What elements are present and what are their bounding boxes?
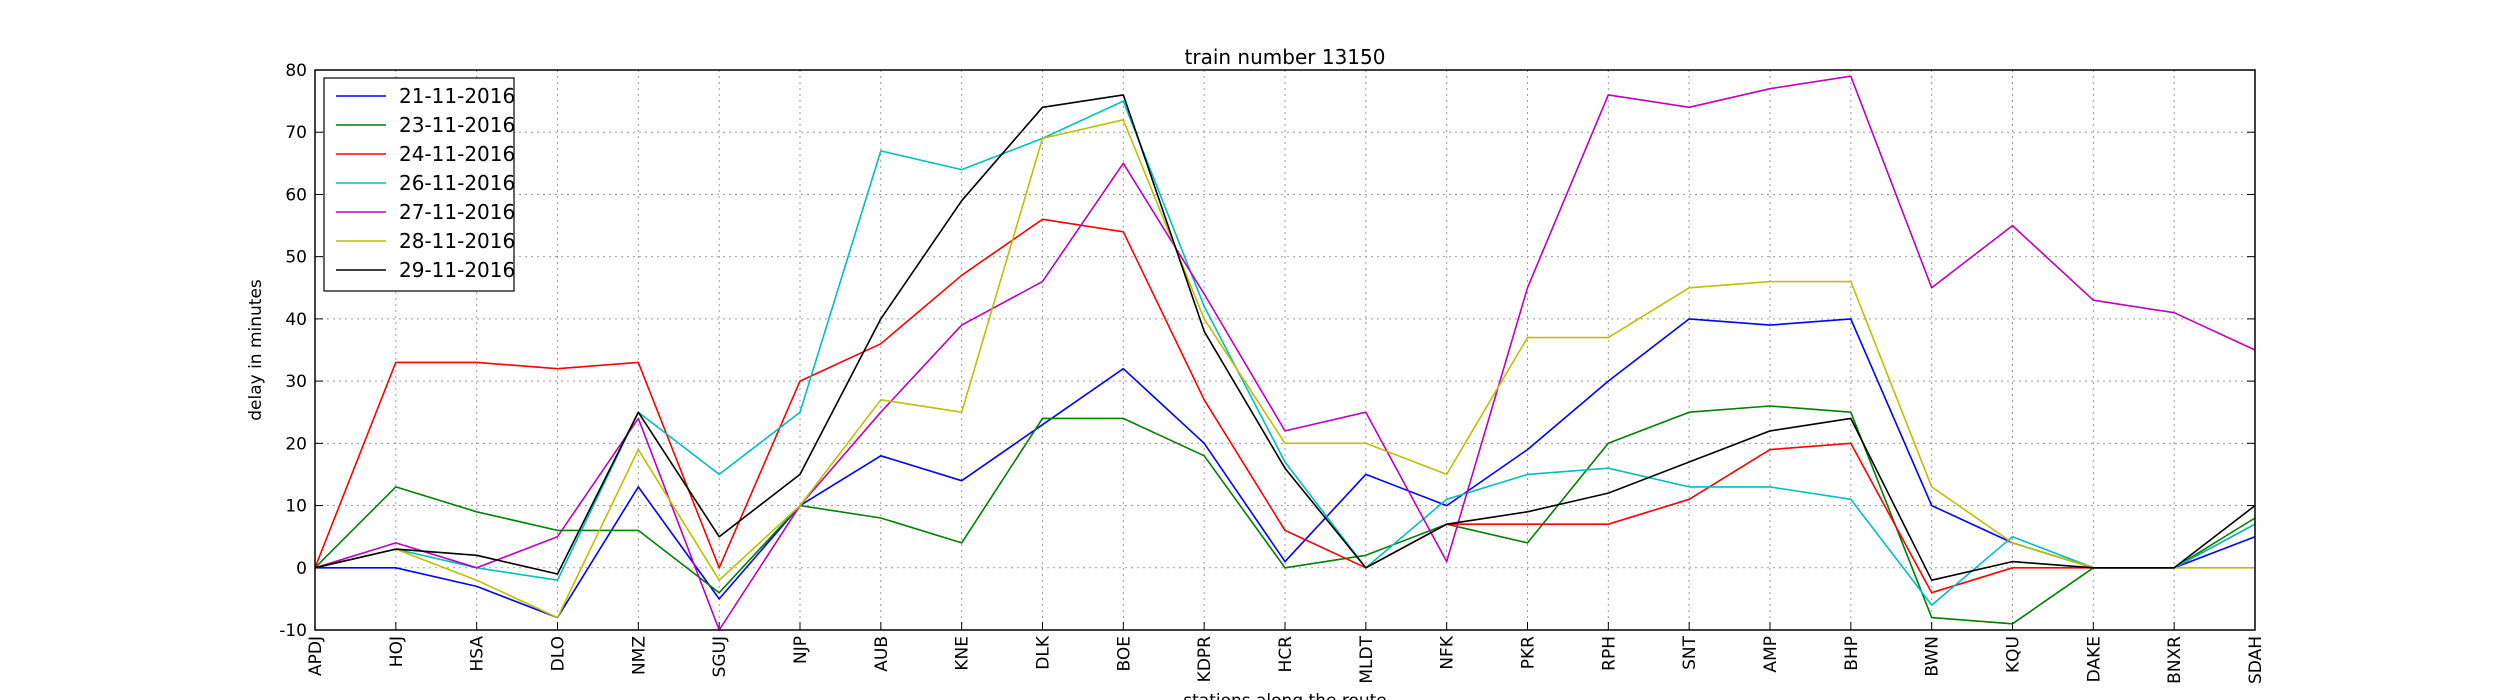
y-tick-label: 70: [285, 123, 307, 143]
legend-entry: 27-11-2016: [399, 200, 515, 224]
x-tick-label: HCR: [1276, 636, 1296, 673]
x-tick-label: DLO: [549, 636, 569, 671]
x-tick-label: NMZ: [629, 636, 649, 675]
gridlines: [314, 69, 2256, 631]
x-tick-label: KDPR: [1195, 636, 1215, 682]
plot-frame: [314, 69, 2256, 631]
y-axis-label: delay in minutes: [246, 279, 266, 421]
y-tick-labels: -10 0 10 20 30 40 50 60 70 80: [279, 61, 307, 641]
series-line-21-11-2016: [315, 318, 2256, 619]
chart-title: train number 13150: [1185, 45, 1386, 69]
x-tick-label: BOE: [1114, 636, 1134, 672]
x-axis-label: stations along the route: [1183, 691, 1387, 700]
series-line-23-11-2016: [314, 405, 2256, 625]
series-line-28-11-2016: [314, 119, 2255, 619]
x-tick-label: NFK: [1438, 635, 1458, 669]
y-tick-label: 80: [285, 61, 307, 81]
y-tick-label: 10: [285, 497, 307, 517]
legend-box: [323, 77, 515, 292]
legend-entry: 23-11-2016: [399, 113, 515, 137]
y-tick-label: 0: [296, 559, 307, 579]
x-tick-label: AMP: [1761, 636, 1781, 673]
x-tick-label: DLK: [1034, 635, 1054, 670]
x-tick-label: SDAH: [2246, 636, 2266, 684]
x-tick-label: SGUJ: [710, 636, 730, 677]
series-lines: [314, 75, 2256, 631]
legend-entry: 21-11-2016: [399, 84, 515, 108]
x-tick-label: BHP: [1842, 636, 1862, 671]
legend-entry: 29-11-2016: [399, 258, 515, 282]
x-tick-label: HOJ: [387, 636, 407, 667]
x-tick-label: AUB: [872, 636, 892, 672]
x-tick-label: NJP: [791, 636, 811, 664]
series-line-24-11-2016: [314, 218, 2256, 594]
x-tick-label: SNT: [1680, 635, 1700, 670]
x-tick-label: HSA: [468, 636, 488, 672]
y-tick-label: 30: [285, 372, 307, 392]
x-tick-label: KNE: [953, 636, 973, 671]
x-tick-label: APDJ: [306, 636, 326, 676]
y-tick-label: 20: [285, 434, 307, 454]
x-tick-label: KQU: [2004, 636, 2024, 673]
x-tick-label: BWN: [1923, 636, 1943, 677]
x-tick-label: MLDT: [1357, 635, 1377, 683]
legend-entry: 28-11-2016: [399, 229, 515, 253]
y-tick-label: 60: [285, 185, 307, 205]
legend-entry: 26-11-2016: [399, 171, 515, 195]
legend: 21-11-2016 23-11-2016 24-11-2016 26-11-2016…: [323, 77, 515, 292]
x-tick-label: DAKE: [2084, 636, 2104, 682]
y-tick-label: 50: [285, 248, 307, 268]
x-tick-label: BNXR: [2165, 636, 2185, 684]
y-tick-label: 40: [285, 310, 307, 330]
x-tick-label: PKR: [1519, 636, 1539, 669]
x-tick-labels: APDJ HOJ HSA DLO NMZ SGUJ NJP AUB KNE DLK BOE KDPR H…: [306, 635, 2266, 684]
legend-entry: 24-11-2016: [399, 142, 515, 166]
y-tick-label: -10: [279, 621, 307, 641]
series-line-27-11-2016: [314, 75, 2256, 631]
series-line-29-11-2016: [314, 94, 2256, 582]
x-tick-label: RPH: [1599, 636, 1619, 671]
